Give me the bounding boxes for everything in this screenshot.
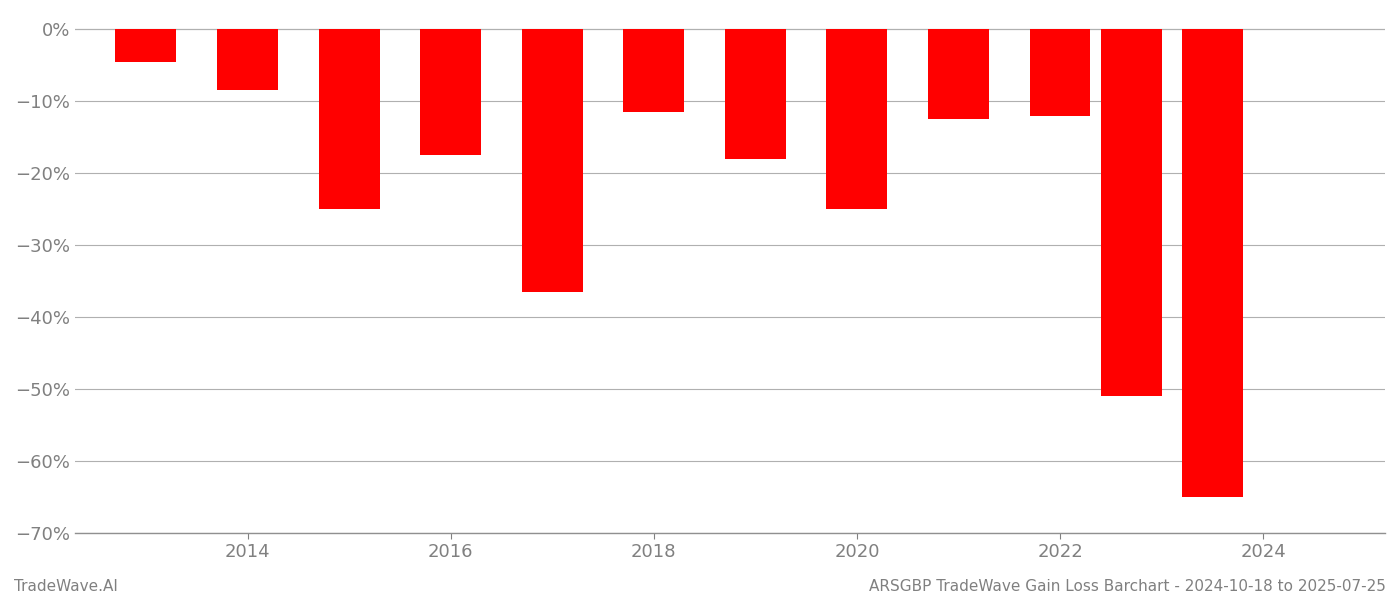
Bar bbox=[217, 29, 279, 91]
Bar bbox=[115, 29, 176, 62]
Bar bbox=[623, 29, 685, 112]
Text: TradeWave.AI: TradeWave.AI bbox=[14, 579, 118, 594]
Bar bbox=[319, 29, 379, 209]
Bar bbox=[826, 29, 888, 209]
Text: ARSGBP TradeWave Gain Loss Barchart - 2024-10-18 to 2025-07-25: ARSGBP TradeWave Gain Loss Barchart - 20… bbox=[869, 579, 1386, 594]
Bar bbox=[1182, 29, 1243, 497]
Bar bbox=[1029, 29, 1091, 116]
Bar bbox=[1100, 29, 1162, 396]
Bar bbox=[725, 29, 785, 159]
Bar bbox=[928, 29, 988, 119]
Bar bbox=[420, 29, 482, 155]
Bar bbox=[522, 29, 582, 292]
